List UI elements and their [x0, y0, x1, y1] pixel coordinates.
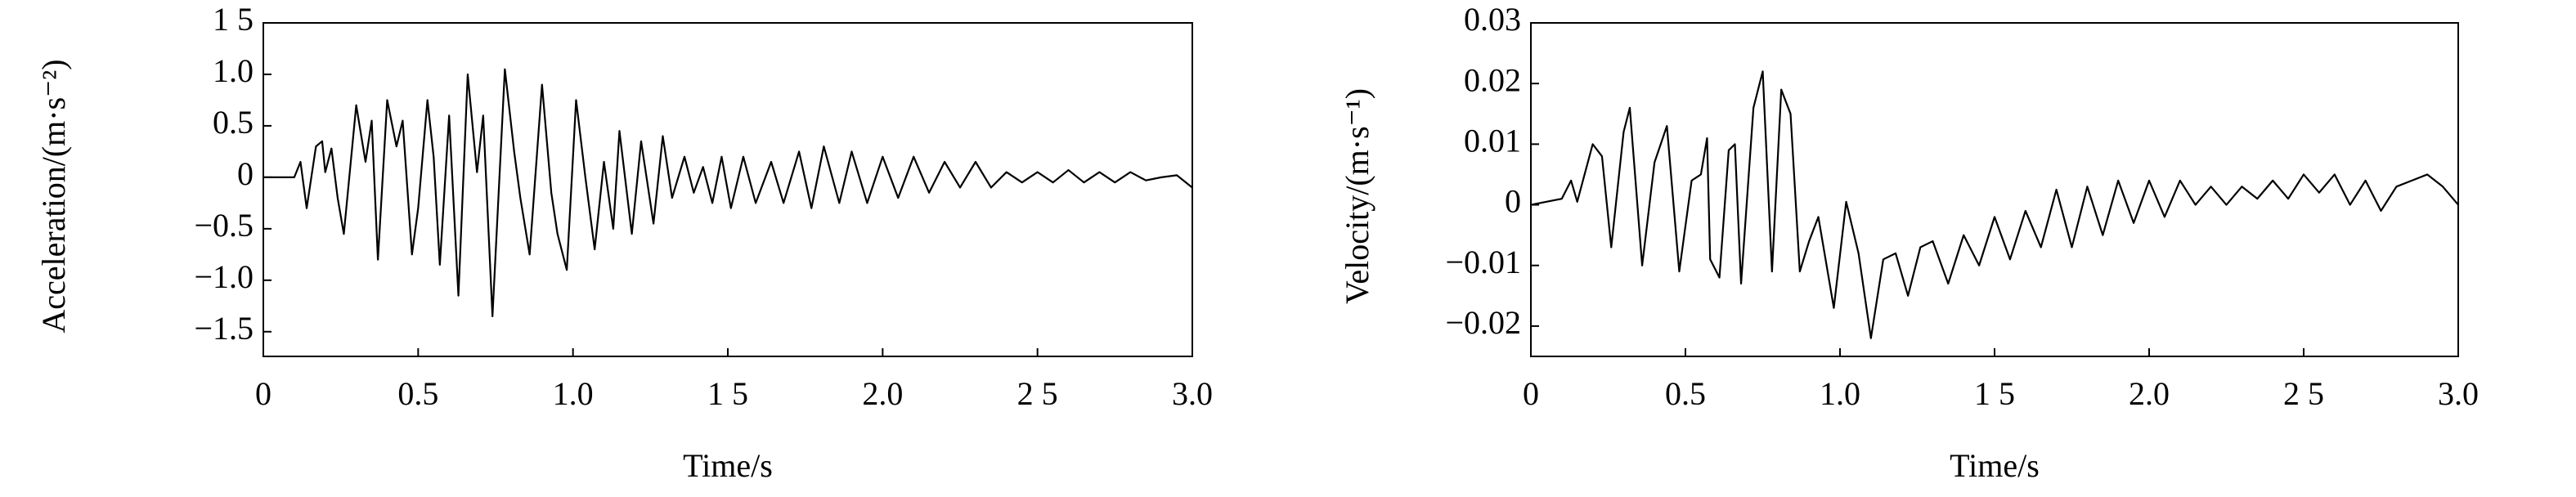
plot-frame: [1530, 22, 2459, 357]
x-tick-label: 0.5: [1665, 375, 1706, 412]
x-tick-label: 2.0: [2129, 375, 2170, 412]
y-tick-label: 0.03: [1464, 1, 1521, 38]
x-tick-label: 2.0: [862, 375, 903, 412]
x-tick-label: 1.0: [553, 375, 594, 412]
x-tick-label: 0.5: [397, 375, 438, 412]
x-tick-label: 1 5: [707, 375, 748, 412]
x-tick-label: 2 5: [2283, 375, 2324, 412]
y-tick-label: −0.02: [1445, 304, 1521, 341]
chart-panel: 0 0.5 1.0 1 5 2.0 2 5 3.0 1 5 1.0 0.5 0 −0.5 −1.0 −1.…: [35, 1, 1213, 484]
y-axis-label: Velocity/(m·s⁻¹): [1339, 88, 1376, 304]
y-tick-label: 0: [237, 155, 254, 192]
y-tick-label: 1 5: [213, 1, 254, 38]
y-tick-label: 0.02: [1464, 61, 1521, 98]
x-tick-label: 1 5: [1974, 375, 2015, 412]
data-line: [263, 68, 1193, 317]
x-tick-label: 1.0: [1820, 375, 1860, 412]
x-tick-label: 0: [255, 375, 272, 412]
y-tick-label: 0: [1505, 183, 1521, 220]
y-axis-label: Acceleration/(m·s⁻²): [35, 59, 72, 333]
x-tick-label: 3.0: [1172, 375, 1213, 412]
y-tick-label: −1.0: [194, 258, 254, 295]
x-axis-label: Time/s: [683, 447, 773, 484]
x-tick-label: 0: [1523, 375, 1539, 412]
y-tick-label: −0.5: [194, 207, 254, 244]
x-tick-label: 2 5: [1017, 375, 1058, 412]
x-tick-label: 3.0: [2438, 375, 2479, 412]
y-tick-label: 0.5: [213, 104, 254, 141]
y-tick-label: −1.5: [194, 310, 254, 347]
data-line: [1530, 70, 2459, 339]
x-axis-label: Time/s: [1950, 447, 2040, 484]
y-tick-label: 1.0: [213, 52, 254, 89]
y-tick-label: −0.01: [1445, 244, 1521, 280]
y-tick-label: 0.01: [1464, 123, 1521, 159]
chart-panel: 0 0.5 1.0 1 5 2.0 2 5 3.0 0.03 0.02 0.01 0 −0.01 −0.…: [1339, 1, 2479, 484]
